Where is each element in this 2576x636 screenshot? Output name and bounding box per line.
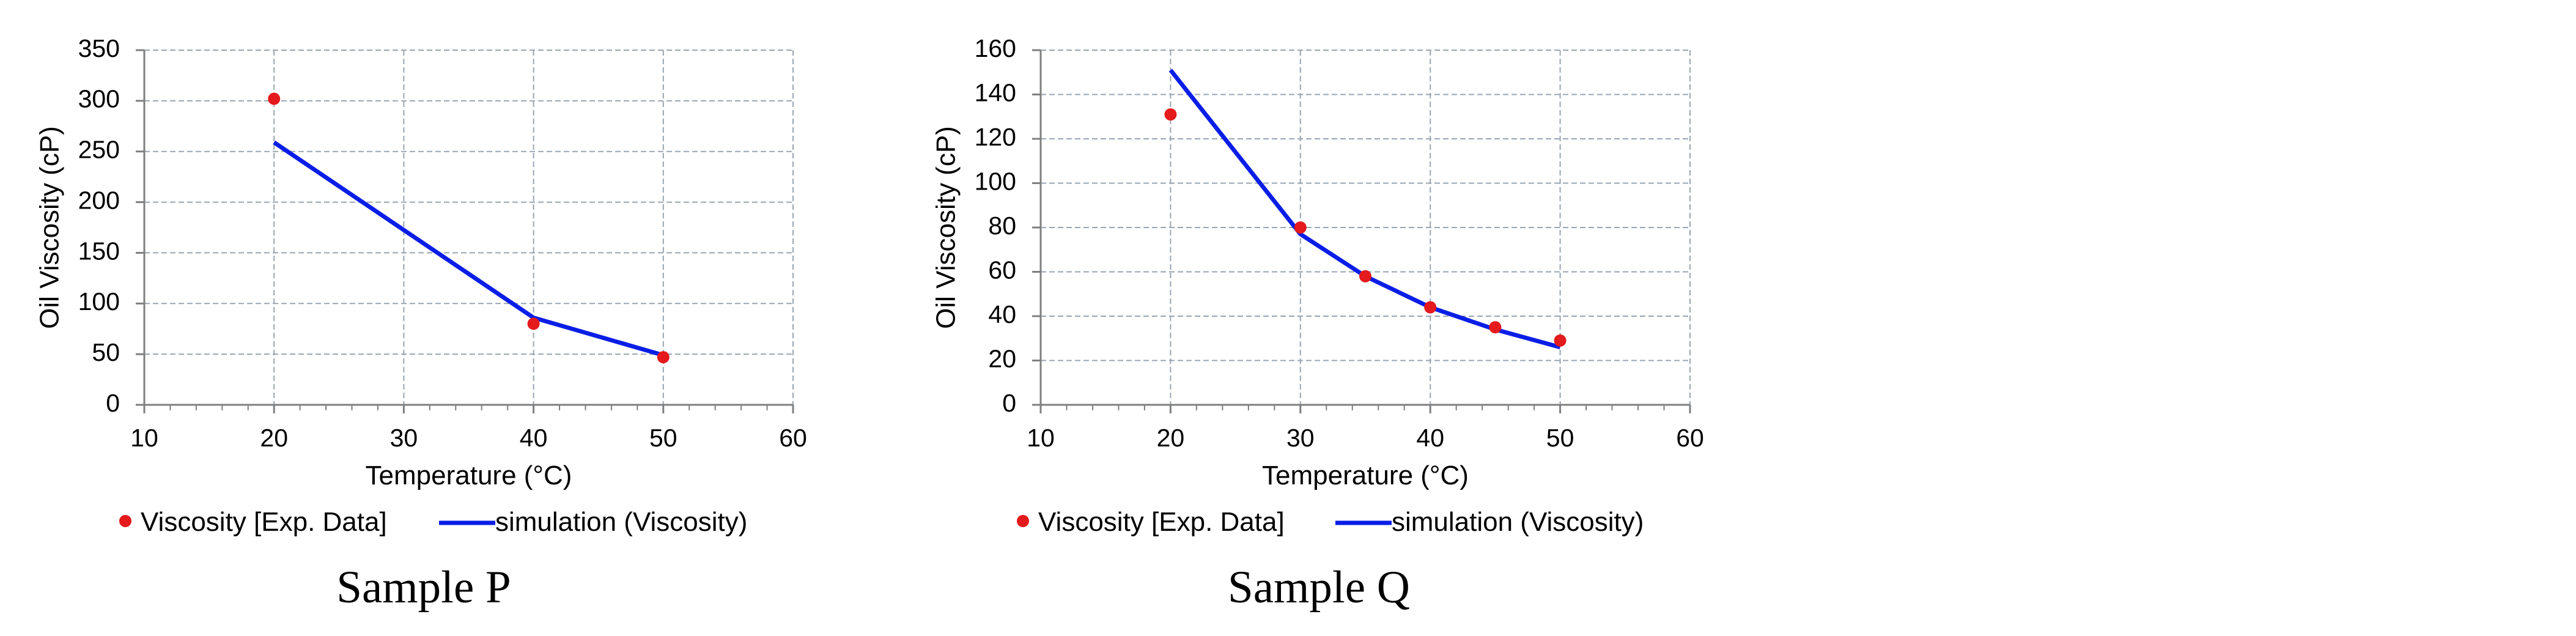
x-axis-title: Temperature (°C): [366, 460, 572, 490]
y-tick-label: 50: [92, 338, 120, 366]
x-tick-label: 60: [1676, 424, 1704, 452]
legend-label-exp: Viscosity [Exp. Data]: [141, 507, 387, 537]
exp-data-point: [1554, 334, 1567, 347]
simulation-line: [273, 140, 664, 358]
x-tick-label: 10: [1027, 424, 1055, 452]
x-tick-label: 30: [1286, 424, 1315, 452]
y-tick-label: 40: [988, 300, 1016, 328]
exp-data-point: [268, 92, 281, 105]
y-tick-label: 140: [975, 78, 1016, 106]
exp-data-point: [657, 351, 670, 364]
y-axis-title: Oil Viscosity (cP): [931, 126, 961, 329]
exp-data-point: [1359, 270, 1371, 283]
legend-label-sim: simulation (Viscosity): [495, 507, 747, 537]
exp-data-point: [1424, 301, 1437, 314]
x-tick-label: 50: [1546, 424, 1574, 452]
legend-label-exp: Viscosity [Exp. Data]: [1038, 507, 1285, 537]
x-axis-title: Temperature (°C): [1262, 460, 1469, 490]
legend-marker-exp: [119, 515, 131, 527]
chart-sample-q: 0 20 40 60 80 100 120 140 160 10 20 30 40 50 60 Tempera…: [931, 34, 1704, 613]
y-tick-label: 350: [78, 34, 120, 62]
legend-label-sim: simulation (Viscosity): [1392, 507, 1644, 537]
y-tick-label: 0: [106, 389, 120, 417]
exp-data-point: [1164, 108, 1177, 121]
x-tick-label: 60: [779, 424, 807, 452]
y-tick-label: 20: [988, 344, 1016, 372]
simulation-line: [1168, 68, 1561, 350]
y-tick-label: 250: [78, 136, 120, 164]
y-tick-label: 100: [975, 167, 1016, 195]
y-axis-title: Oil Viscosity (cP): [35, 126, 65, 329]
x-tick-label: 20: [260, 424, 288, 452]
y-tick-label: 0: [1002, 389, 1016, 417]
exp-data-point: [527, 317, 540, 330]
y-tick-label: 300: [78, 85, 120, 113]
y-tick-label: 100: [78, 287, 120, 316]
y-tick-label: 80: [988, 212, 1016, 240]
x-tick-label: 50: [649, 424, 677, 452]
exp-data-point: [1294, 221, 1307, 234]
chart-sample-p: 0 50 100 150 200 250 300 350 10 20 30 40 50 60 Tempera…: [35, 34, 807, 613]
y-tick-label: 200: [78, 186, 120, 214]
chart-caption: Sample P: [336, 562, 511, 613]
x-tick-label: 40: [520, 424, 548, 452]
x-tick-label: 10: [130, 424, 158, 452]
x-tick-label: 40: [1416, 424, 1444, 452]
y-tick-label: 120: [975, 123, 1016, 151]
chart-caption: Sample Q: [1228, 562, 1410, 613]
y-tick-label: 160: [975, 34, 1016, 62]
exp-data-point: [1489, 321, 1502, 334]
x-tick-label: 20: [1157, 424, 1185, 452]
x-tick-label: 30: [390, 424, 418, 452]
y-tick-label: 60: [988, 256, 1016, 284]
y-tick-label: 150: [78, 237, 120, 265]
legend-marker-exp: [1017, 515, 1029, 527]
